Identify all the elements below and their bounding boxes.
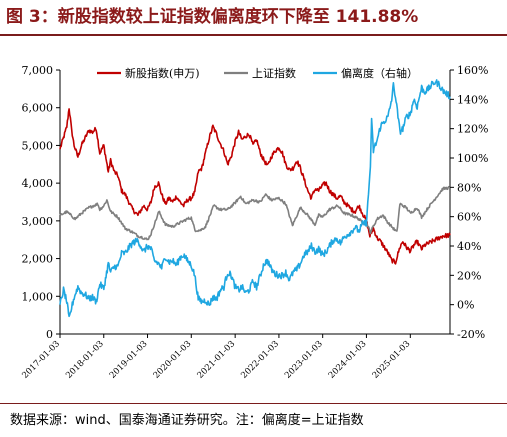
left-tick-label: 6,000 [22,102,54,115]
right-tick-label: 80% [457,181,481,194]
series-line-3 [59,79,451,318]
x-tick-label: 2023-01-03 [283,339,325,381]
x-tick-label: 2018-01-03 [64,339,106,381]
series-line-1 [59,108,451,265]
right-tick-label: 160% [457,64,488,77]
left-tick-label: 1,000 [22,290,54,303]
right-tick-label: 140% [457,93,488,106]
x-tick-label: 2022-01-03 [239,339,281,381]
right-tick-label: 60% [457,211,481,224]
left-tick-label: 3,000 [22,215,54,228]
title-rule [0,34,507,36]
line-chart: 0 1,000 2,000 3,000 4,000 5,000 6,000 7,000 -20%… [20,64,488,381]
source-note: 数据来源：wind、国泰海通证券研究。注：偏离度=上证指数 [10,413,364,428]
legend-label-2: 上证指数 [252,66,296,80]
x-tick-label: 2024-01-03 [327,339,369,381]
left-tick-label: 4,000 [22,177,54,190]
left-tick-label: 7,000 [22,64,54,77]
x-tick-label: 2025-01-03 [371,339,413,381]
chart-axes: 0 1,000 2,000 3,000 4,000 5,000 6,000 7,000 -20%… [20,64,488,381]
right-tick-label: 40% [457,240,481,253]
right-tick-label: -20% [457,328,485,341]
right-tick-label: 120% [457,123,488,136]
legend-label-1: 新股指数(申万) [125,66,200,80]
legend-label-3: 偏离度（右轴） [341,66,418,80]
right-tick-label: 20% [457,269,481,282]
x-tick-label: 2017-01-03 [20,339,62,381]
chart-legend: 新股指数(申万) 上证指数 偏离度（右轴） [97,66,418,80]
right-tick-label: 0% [457,299,474,312]
source-rule [0,403,507,404]
x-tick-label: 2019-01-03 [108,339,150,381]
figure-title: 图 3：新股指数较上证指数偏离度环下降至 141.88% [6,7,419,27]
left-tick-label: 0 [46,328,53,341]
right-tick-label: 100% [457,152,488,165]
x-tick-label: 2020-01-03 [152,339,194,381]
x-tick-label: 2021-01-03 [196,339,238,381]
left-tick-label: 2,000 [22,253,54,266]
left-tick-label: 5,000 [22,139,54,152]
series-line-2 [59,185,451,241]
chart-series [59,79,451,318]
